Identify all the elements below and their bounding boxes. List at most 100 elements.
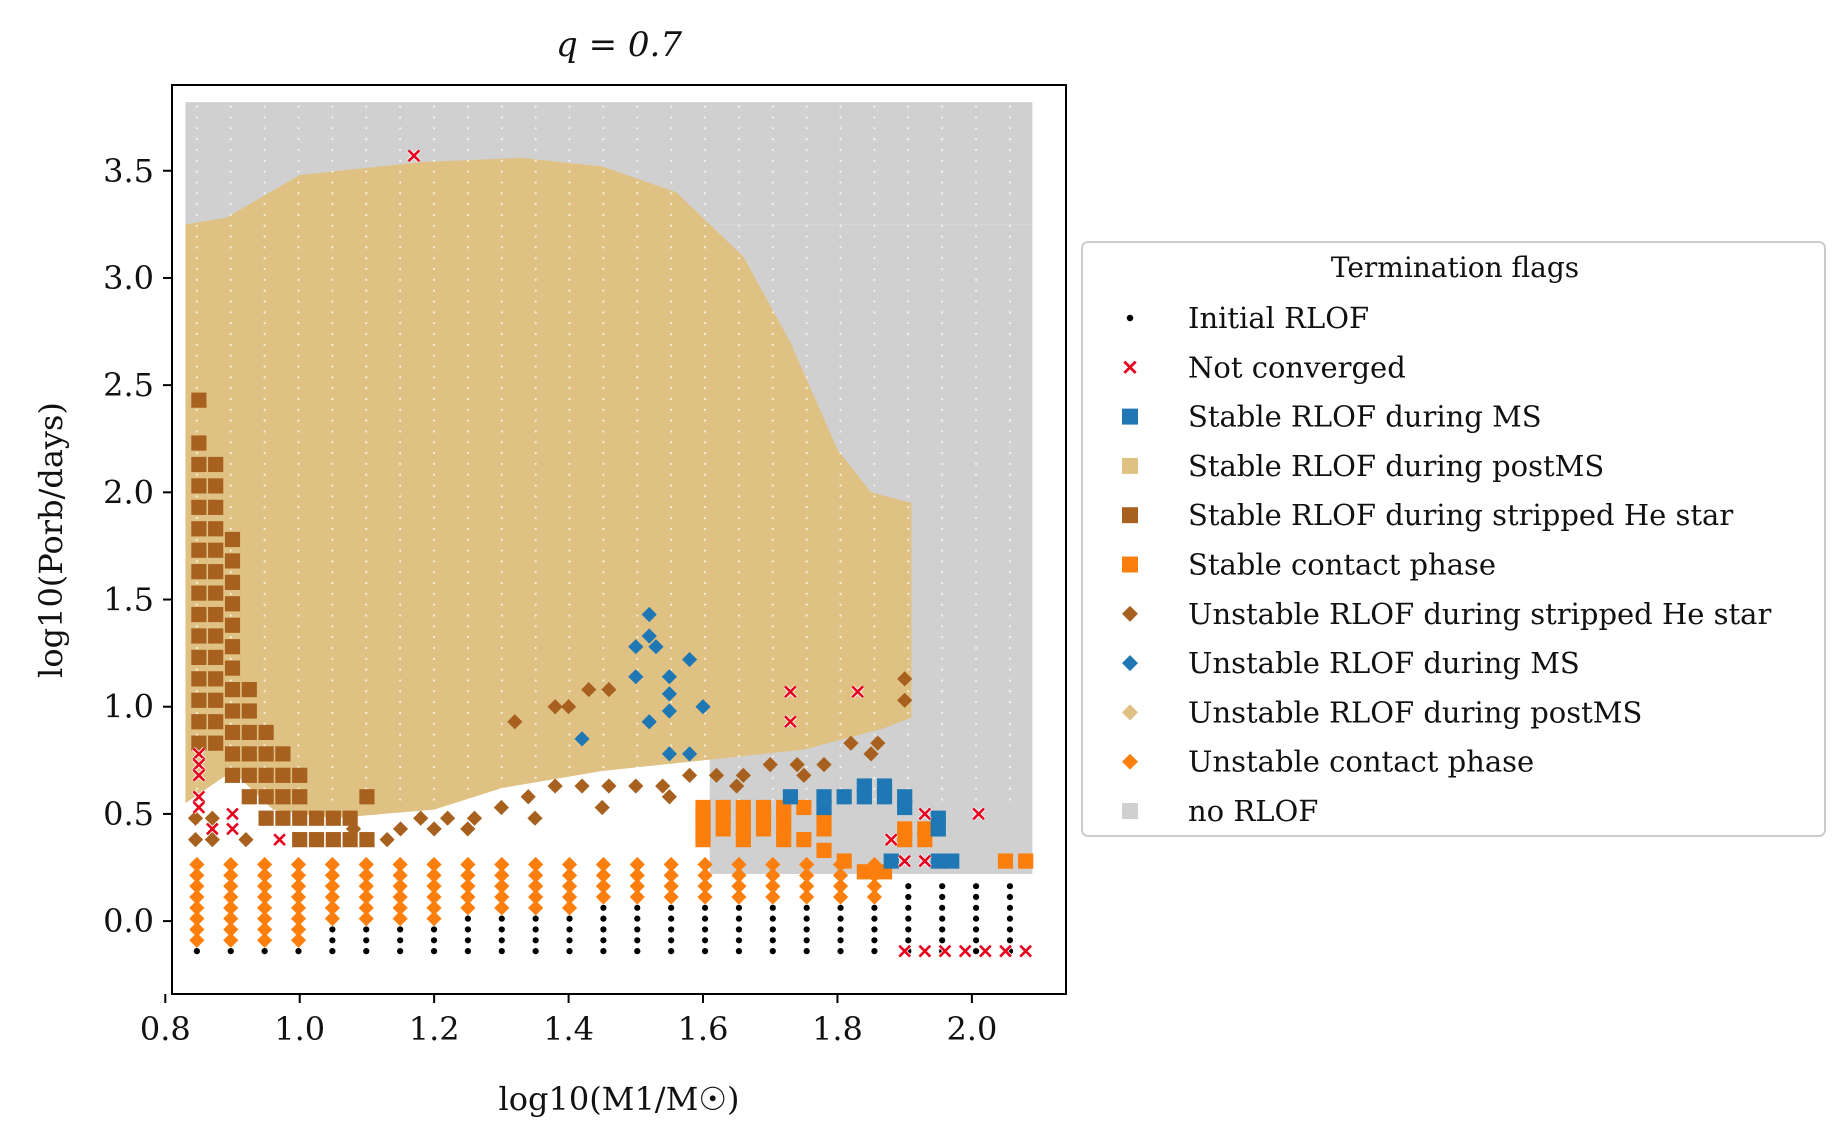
grid-sample-dot: [839, 430, 842, 433]
grid-sample-dot: [263, 592, 266, 595]
grid-sample-dot: [737, 581, 741, 585]
grid-sample-dot: [568, 516, 571, 520]
grid-sample-dot: [839, 755, 842, 758]
grid-sample-dot: [602, 246, 605, 249]
grid-sample-dot: [737, 560, 741, 563]
grid-sample-dot: [805, 397, 808, 401]
grid-sample-dot: [500, 387, 503, 390]
unstable-ms-point: [641, 628, 657, 644]
grid-sample-dot: [568, 625, 571, 628]
grid-sample-dot: [771, 549, 774, 552]
grid-sample-dot: [839, 354, 842, 357]
grid-sample-dot: [500, 690, 503, 693]
grid-sample-dot: [839, 733, 842, 736]
grid-sample-dot: [771, 343, 774, 346]
grid-sample-dot: [229, 127, 232, 130]
stable-contact-point: [897, 832, 913, 848]
grid-sample-dot: [805, 159, 808, 162]
unstable-stripped-point: [439, 810, 456, 826]
stable-stripped-point: [241, 681, 257, 698]
grid-sample-dot: [873, 127, 876, 130]
initial-rlof-point: [464, 926, 471, 933]
x-tick-label: 1.0: [274, 1010, 325, 1048]
grid-sample-dot: [941, 148, 944, 152]
legend-label-not-converged: Not converged: [1188, 350, 1406, 384]
grid-sample-dot: [297, 387, 300, 390]
grid-sample-dot: [703, 116, 707, 119]
grid-sample-dot: [737, 159, 741, 162]
initial-rlof-point: [837, 937, 844, 944]
unstable-ms-point: [661, 746, 678, 762]
grid-sample-dot: [771, 614, 774, 617]
grid-sample-dot: [839, 776, 842, 779]
grid-sample-dot: [703, 289, 707, 292]
grid-sample-dot: [873, 636, 876, 639]
grid-sample-dot: [907, 452, 910, 455]
grid-sample-dot: [365, 462, 368, 466]
grid-sample-dot: [229, 246, 232, 249]
grid-sample-dot: [670, 387, 673, 390]
grid-sample-dot: [466, 202, 469, 206]
grid-sample-dot: [974, 343, 978, 346]
stable-contact-point: [735, 832, 751, 848]
grid-sample-dot: [297, 235, 300, 238]
grid-sample-dot: [568, 224, 571, 227]
grid-sample-dot: [1008, 224, 1012, 227]
stable-stripped-point: [258, 746, 274, 762]
grid-sample-dot: [636, 322, 639, 325]
grid-sample-dot: [839, 148, 842, 152]
grid-sample-dot: [839, 397, 842, 401]
grid-sample-dot: [297, 733, 300, 736]
not-converged-point: [205, 822, 220, 836]
grid-sample-dot: [1008, 343, 1012, 346]
stable-stripped-point: [208, 714, 224, 730]
grid-sample-dot: [907, 170, 910, 173]
grid-sample-dot: [839, 213, 842, 217]
grid-sample-dot: [568, 679, 571, 682]
grid-sample-dot: [873, 592, 876, 595]
unstable-ms-point: [661, 703, 678, 719]
initial-rlof-point: [464, 948, 471, 955]
unstable-contact-point: [358, 856, 374, 873]
grid-sample-dot: [974, 527, 978, 530]
grid-sample-dot: [703, 387, 707, 390]
grid-sample-dot: [873, 170, 876, 173]
grid-sample-dot: [670, 614, 673, 617]
grid-sample-dot: [839, 527, 842, 530]
grid-sample-dot: [331, 387, 334, 390]
initial-rlof-point: [837, 948, 844, 955]
grid-sample-dot: [500, 343, 503, 346]
grid-sample-dot: [466, 636, 469, 639]
grid-sample-dot: [568, 192, 571, 195]
grid-sample-dot: [466, 289, 469, 292]
grid-sample-dot: [1008, 430, 1012, 433]
grid-sample-dot: [297, 462, 300, 466]
unstable-contact-point: [358, 911, 374, 927]
grid-sample-dot: [568, 322, 571, 325]
grid-sample-dot: [737, 711, 741, 715]
grid-sample-dot: [602, 235, 605, 238]
unstable-stripped-point: [392, 821, 409, 837]
unstable-contact-point: [697, 867, 713, 883]
initial-rlof-point: [634, 904, 641, 911]
grid-sample-dot: [771, 560, 774, 563]
grid-sample-dot: [466, 744, 469, 747]
grid-sample-dot: [703, 181, 707, 184]
grid-sample-dot: [974, 246, 978, 249]
grid-sample-dot: [771, 690, 774, 693]
grid-sample-dot: [399, 549, 402, 552]
grid-sample-dot: [636, 722, 639, 725]
grid-sample-dot: [534, 690, 537, 693]
grid-sample-dot: [263, 213, 266, 217]
not-converged-point: [225, 822, 240, 836]
y-tick-label: 1.0: [103, 688, 154, 726]
grid-sample-dot: [263, 549, 266, 552]
grid-sample-dot: [805, 603, 808, 606]
grid-sample-dot: [500, 755, 503, 758]
grid-sample-dot: [670, 603, 673, 606]
grid-sample-dot: [263, 235, 266, 238]
grid-sample-dot: [670, 365, 673, 368]
grid-sample-dot: [263, 322, 266, 325]
unstable-ms-point: [681, 651, 698, 668]
grid-sample-dot: [703, 495, 707, 498]
